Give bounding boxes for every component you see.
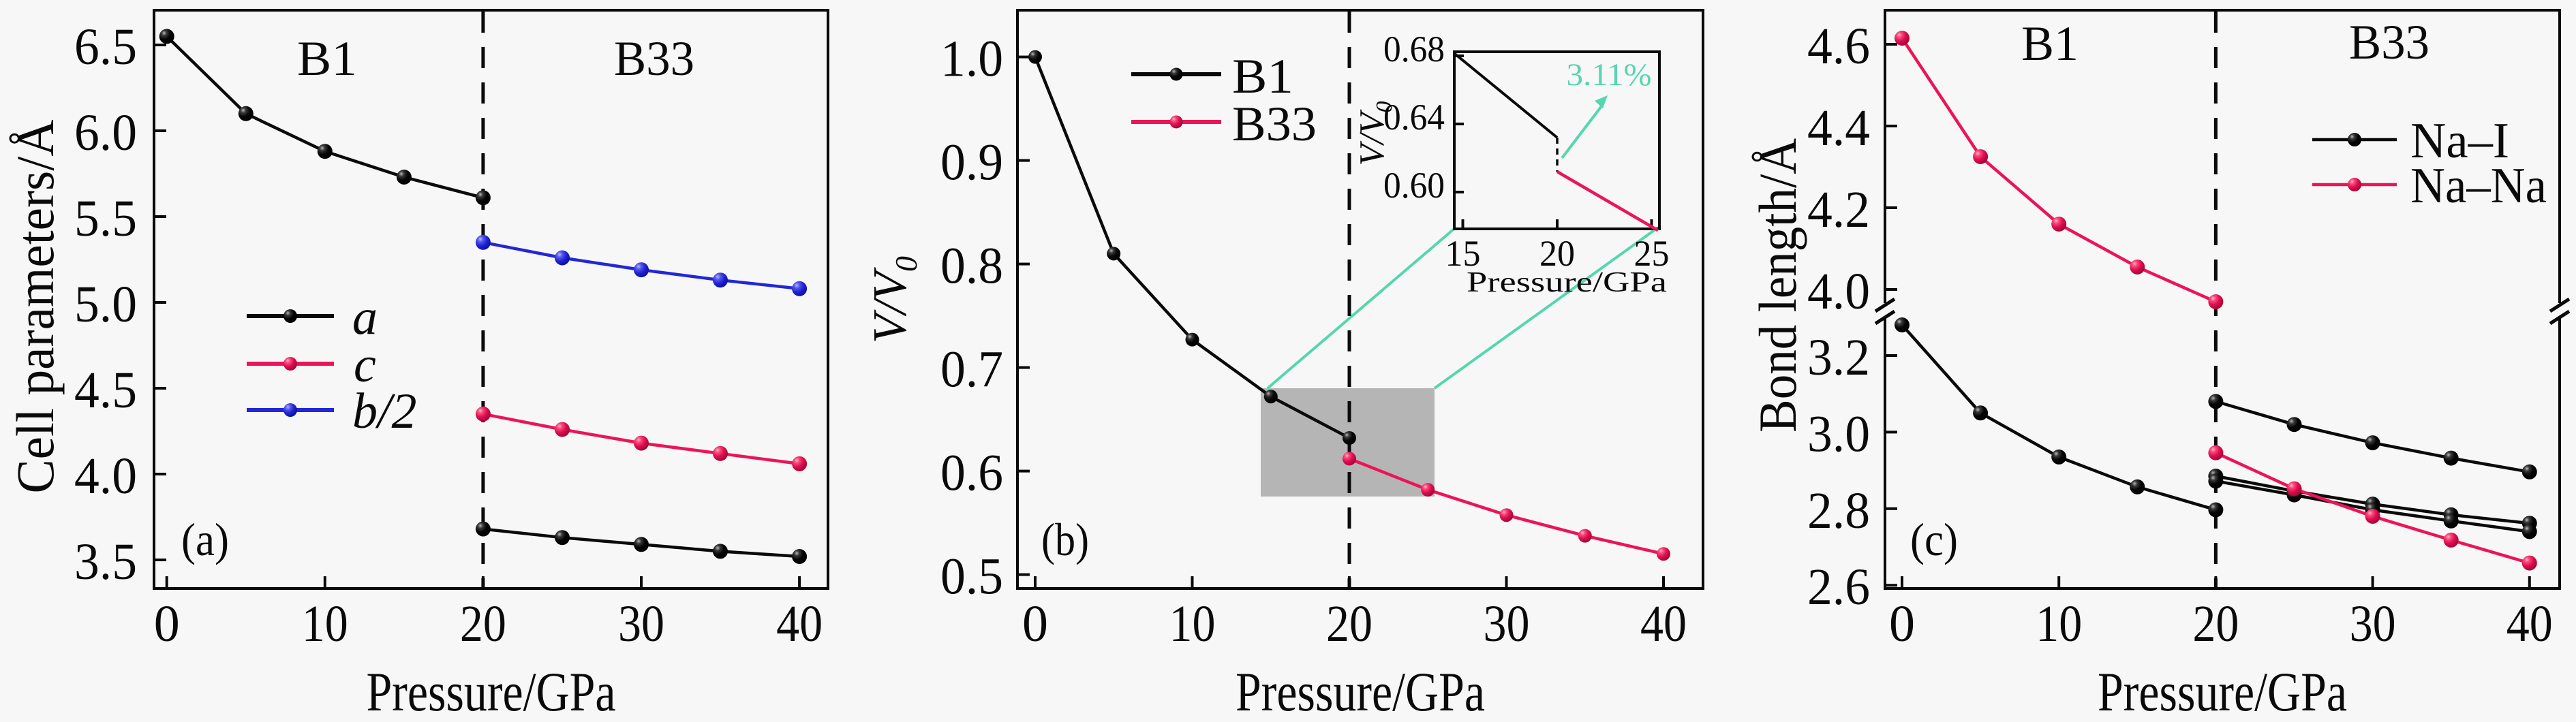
svg-text:15: 15 <box>1445 233 1481 274</box>
svg-text:c: c <box>354 337 376 393</box>
svg-text:Na–I: Na–I <box>2410 113 2509 169</box>
svg-text:6.0: 6.0 <box>74 104 137 161</box>
svg-text:4.6: 4.6 <box>1807 18 1870 75</box>
svg-text:B33: B33 <box>614 31 694 86</box>
svg-text:4.2: 4.2 <box>1807 181 1870 238</box>
svg-text:(b): (b) <box>1041 514 1089 565</box>
svg-text:Cell parameters/Å: Cell parameters/Å <box>5 120 65 494</box>
svg-text:Pressure/GPa: Pressure/GPa <box>2098 661 2347 719</box>
svg-text:40: 40 <box>2506 595 2553 653</box>
svg-text:10: 10 <box>1169 595 1216 653</box>
svg-text:3.2: 3.2 <box>1807 329 1870 386</box>
svg-text:10: 10 <box>302 595 348 653</box>
svg-text:40: 40 <box>776 595 823 653</box>
svg-text:2.6: 2.6 <box>1807 559 1870 616</box>
svg-text:Pressure/GPa: Pressure/GPa <box>1236 661 1485 719</box>
svg-text:0.6: 0.6 <box>940 445 1003 502</box>
svg-text:B1: B1 <box>1232 49 1293 104</box>
svg-text:0.8: 0.8 <box>940 238 1003 295</box>
svg-text:5.5: 5.5 <box>74 190 137 247</box>
svg-text:3.11%: 3.11% <box>1567 57 1652 93</box>
svg-text:(a): (a) <box>181 514 229 565</box>
svg-text:5.0: 5.0 <box>74 276 137 333</box>
svg-text:4.5: 4.5 <box>74 362 137 419</box>
svg-text:B33: B33 <box>1232 97 1317 151</box>
svg-text:Pressure/GPa: Pressure/GPa <box>1467 267 1667 298</box>
svg-text:6.5: 6.5 <box>74 18 137 76</box>
svg-text:30: 30 <box>1484 595 1530 653</box>
svg-text:20: 20 <box>1326 595 1373 653</box>
svg-text:4.0: 4.0 <box>74 448 137 505</box>
svg-text:20: 20 <box>2192 595 2239 653</box>
svg-text:1.0: 1.0 <box>940 31 1003 88</box>
svg-text:Pressure/GPa: Pressure/GPa <box>367 661 616 719</box>
svg-text:4.4: 4.4 <box>1807 99 1870 157</box>
svg-text:20: 20 <box>460 595 506 653</box>
svg-text:30: 30 <box>618 595 664 653</box>
svg-text:B33: B33 <box>2349 15 2429 69</box>
svg-text:a: a <box>352 289 378 345</box>
svg-text:4.0: 4.0 <box>1807 263 1870 320</box>
svg-text:0.64: 0.64 <box>1383 97 1445 138</box>
svg-text:40: 40 <box>1640 595 1687 653</box>
svg-text:0.9: 0.9 <box>940 134 1003 191</box>
svg-text:B1: B1 <box>297 31 357 86</box>
svg-text:20: 20 <box>1539 233 1575 274</box>
svg-text:3.0: 3.0 <box>1807 405 1870 462</box>
svg-text:2.8: 2.8 <box>1807 482 1870 539</box>
svg-text:3.5: 3.5 <box>74 533 137 591</box>
svg-text:b/2: b/2 <box>352 383 417 439</box>
svg-text:0: 0 <box>1022 595 1048 653</box>
svg-text:Bond length/Å: Bond length/Å <box>1748 138 1807 433</box>
svg-text:0.68: 0.68 <box>1383 29 1445 69</box>
svg-text:(c): (c) <box>1910 514 1958 565</box>
svg-text:0.5: 0.5 <box>940 548 1003 606</box>
svg-text:0: 0 <box>154 595 180 653</box>
svg-text:30: 30 <box>2350 595 2396 653</box>
svg-text:0.7: 0.7 <box>940 341 1003 398</box>
svg-text:B1: B1 <box>2021 16 2079 71</box>
svg-text:25: 25 <box>1634 233 1670 274</box>
svg-text:0: 0 <box>1889 595 1915 653</box>
svg-text:0.60: 0.60 <box>1383 165 1445 206</box>
svg-text:Na–Na: Na–Na <box>2410 158 2547 214</box>
svg-text:10: 10 <box>2036 595 2082 653</box>
